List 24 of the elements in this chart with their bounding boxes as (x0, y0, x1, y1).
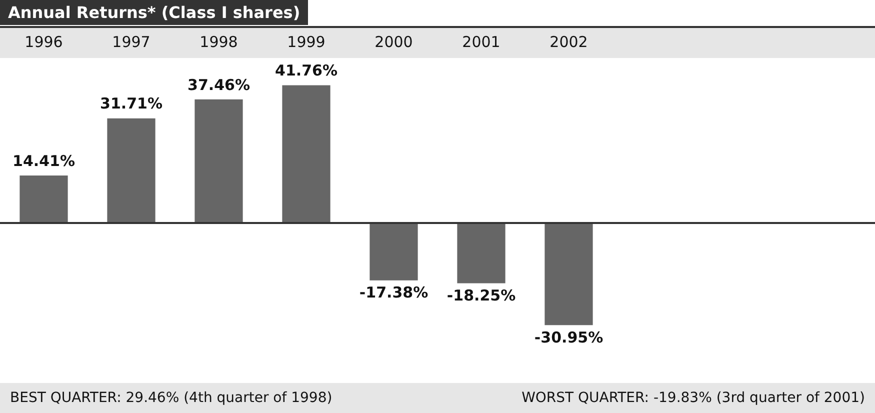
bar (370, 223, 418, 280)
x-tick-label: 2002 (550, 32, 588, 51)
data-label: 41.76% (275, 62, 338, 80)
data-label: -17.38% (359, 284, 428, 302)
data-label: -30.95% (534, 328, 604, 347)
data-label: -18.25% (446, 286, 516, 305)
bar (20, 175, 68, 223)
bar (457, 223, 506, 284)
data-label: 14.41% (12, 152, 75, 170)
chart-title: Annual Returns* (Class I shares) (0, 0, 308, 25)
data-label: 37.46% (188, 76, 250, 94)
data-label: 31.71% (100, 94, 162, 113)
x-tick-label: 1997 (112, 32, 150, 51)
bar (194, 99, 243, 223)
bar (282, 85, 330, 223)
text: WORST QUARTER: -19.83% (3rd quarter of 2001) (522, 390, 865, 406)
x-tick-label: 2000 (374, 32, 413, 51)
text: BEST QUARTER: 29.46% (4th quarter of 1998) (10, 390, 332, 406)
x-tick-label: 2001 (462, 32, 500, 51)
x-tick-label: 1996 (24, 32, 63, 51)
bar (107, 118, 156, 223)
x-tick-label: 1999 (287, 32, 326, 51)
bar (544, 223, 593, 326)
x-tick-label: 1998 (200, 32, 238, 51)
